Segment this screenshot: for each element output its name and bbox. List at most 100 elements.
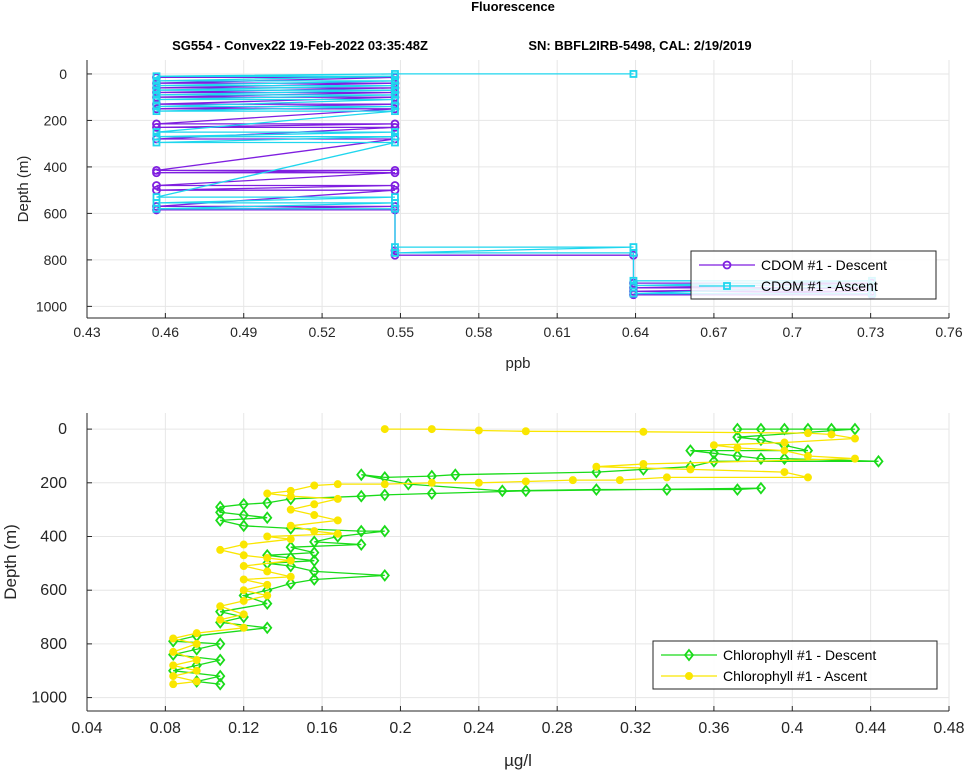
data-point: [629, 70, 638, 78]
y-tick-label: 400: [40, 528, 67, 545]
data-point: [391, 90, 399, 99]
data-point: [427, 425, 436, 434]
data-point: [192, 639, 201, 648]
y-tick-label: 800: [40, 636, 67, 653]
data-point: [333, 516, 342, 525]
data-point: [239, 551, 248, 560]
data-point: [152, 90, 161, 99]
legend-box: [652, 640, 938, 690]
data-point: [286, 572, 295, 581]
data-point: [152, 102, 161, 111]
data-point: [262, 511, 273, 525]
data-point: [286, 492, 295, 501]
x-axis-label: ppb: [505, 355, 530, 372]
y-tick-label: 1000: [36, 298, 67, 314]
data-point: [390, 119, 400, 129]
data-point: [685, 444, 696, 458]
data-point: [780, 438, 789, 447]
data-point: [152, 72, 161, 81]
data-point: [239, 540, 248, 549]
data-point: [629, 281, 638, 290]
data-point: [497, 484, 508, 498]
data-point: [709, 441, 718, 450]
data-point: [309, 573, 320, 586]
data-point: [152, 128, 161, 136]
y-tick-label: 400: [44, 159, 68, 175]
data-point: [356, 468, 367, 482]
data-point: [192, 655, 201, 664]
data-point: [850, 454, 859, 463]
data-point: [685, 672, 693, 680]
x-tick-label: 0.7: [783, 324, 803, 340]
x-tick-label: 0.4: [781, 720, 803, 737]
data-point: [169, 672, 178, 681]
data-point: [215, 653, 226, 667]
data-point: [803, 451, 812, 460]
data-point: [708, 454, 720, 468]
legend-label: Chlorophyll #1 - Descent: [723, 647, 876, 663]
data-point: [779, 422, 790, 436]
data-point: [152, 181, 161, 190]
chlorophyll-plot: 0.04 0.08 0.12 0.16 0.2 0.24 0.28 0.32 0.36 0.4 0.…: [1, 413, 965, 770]
data-point: [849, 422, 861, 436]
data-point: [333, 494, 342, 503]
data-point: [380, 425, 389, 434]
x-tick-label: 0.28: [542, 720, 573, 737]
data-point: [755, 481, 767, 495]
data-point: [379, 488, 390, 502]
y-tick-label: 1000: [31, 690, 67, 707]
x-tick-label: 0.2: [389, 720, 411, 737]
legend-label: CDOM #1 - Ascent: [761, 278, 878, 294]
data-point: [216, 545, 225, 554]
data-point: [356, 524, 367, 538]
data-point: [391, 86, 399, 95]
figure-subtitle-right: SN: BBFL2IRB-5498, CAL: 2/19/2019: [528, 38, 751, 53]
x-tick-label: 0.12: [228, 720, 259, 737]
data-point: [239, 575, 248, 584]
data-point: [427, 478, 436, 487]
data-point: [262, 621, 273, 635]
data-point: [263, 567, 272, 576]
x-tick-label: 0.48: [933, 720, 964, 737]
x-tick-label: 0.08: [150, 720, 181, 737]
data-point: [152, 107, 161, 116]
data-point: [403, 477, 414, 491]
data-point: [732, 430, 743, 444]
legend-label: CDOM #1 - Descent: [761, 257, 887, 273]
legend-box: [690, 250, 937, 300]
data-point: [286, 505, 295, 514]
data-point: [215, 513, 226, 527]
data-point: [723, 282, 731, 290]
data-point: [629, 289, 638, 298]
data-point: [310, 500, 319, 509]
data-point: [286, 535, 295, 544]
data-point: [803, 429, 812, 438]
x-tick-label: 0.49: [230, 324, 257, 340]
data-point: [474, 426, 483, 435]
data-point: [683, 648, 695, 662]
x-tick-label: 0.36: [698, 720, 729, 737]
data-point: [592, 462, 601, 471]
y-tick-label: 0: [58, 421, 67, 438]
data-point: [152, 86, 161, 95]
data-point: [380, 480, 389, 489]
data-point: [263, 580, 272, 589]
data-point: [391, 77, 399, 85]
data-point: [591, 465, 602, 479]
data-point: [216, 615, 225, 624]
data-point: [391, 249, 399, 257]
data-point: [779, 452, 790, 466]
data-point: [309, 546, 320, 560]
data-point: [391, 102, 399, 111]
data-point: [239, 623, 248, 632]
data-point: [615, 476, 624, 485]
data-point: [356, 489, 367, 503]
data-point: [263, 532, 272, 541]
data-point: [733, 443, 742, 452]
data-point: [152, 123, 161, 132]
x-tick-label: 0.52: [308, 324, 335, 340]
data-point: [285, 577, 296, 590]
data-point: [215, 500, 226, 514]
data-point: [390, 168, 400, 178]
data-point: [390, 181, 400, 190]
